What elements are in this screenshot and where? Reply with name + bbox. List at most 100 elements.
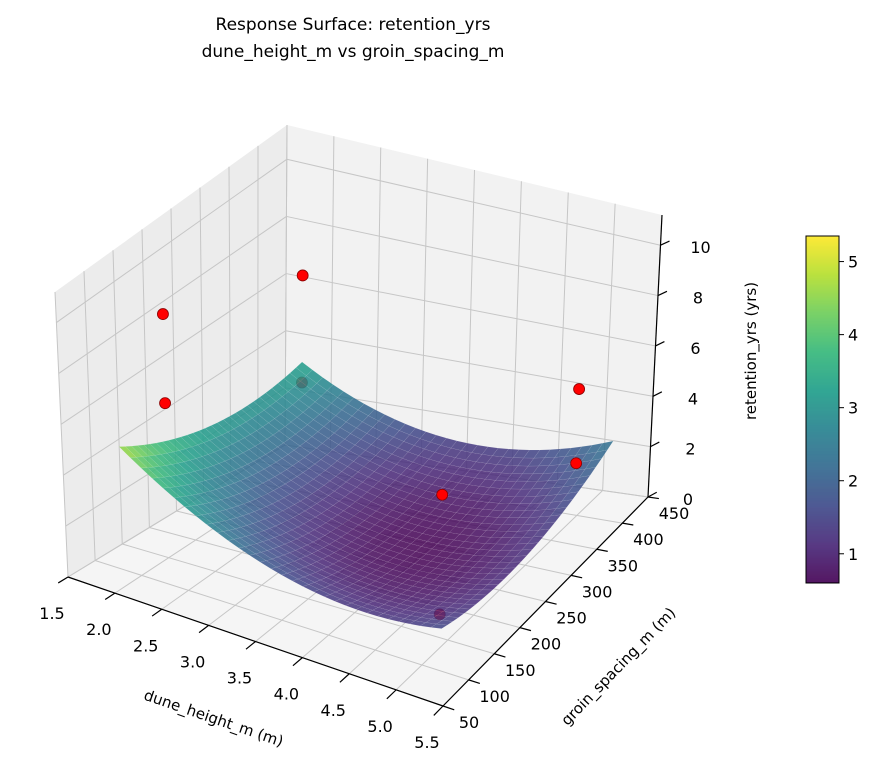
colorbar-segment <box>806 299 839 301</box>
colorbar-segment <box>806 565 839 567</box>
colorbar-segment <box>806 511 839 513</box>
colorbar-segment <box>806 451 839 453</box>
colorbar-segment <box>806 568 839 570</box>
colorbar-segment <box>806 351 839 353</box>
colorbar-segment <box>806 424 839 426</box>
colorbar-segment <box>806 489 839 491</box>
colorbar-segment <box>806 479 839 481</box>
colorbar-segment <box>806 391 839 393</box>
colorbar-segment <box>806 531 839 533</box>
colorbar-segment <box>806 546 839 548</box>
colorbar-segment <box>806 515 839 517</box>
colorbar-segment <box>806 499 839 501</box>
colorbar-segment <box>806 450 839 452</box>
colorbar-segment <box>806 523 839 525</box>
colorbar-segment <box>806 250 839 252</box>
colorbar-segment <box>806 239 839 241</box>
colorbar-segment <box>806 402 839 404</box>
colorbar-segment <box>806 449 839 451</box>
colorbar-segment <box>806 316 839 318</box>
colorbar-segment <box>806 395 839 397</box>
colorbar-segment <box>806 452 839 454</box>
colorbar-segment <box>806 543 839 545</box>
colorbar-segment <box>806 328 839 330</box>
colorbar-segment <box>806 403 839 405</box>
x-tick-label: 2.0 <box>86 620 111 639</box>
colorbar-segment <box>806 427 839 429</box>
colorbar-segment <box>806 255 839 257</box>
colorbar-segment <box>806 360 839 362</box>
surface-cell <box>532 528 551 538</box>
z-tick-label: 10 <box>690 238 710 257</box>
colorbar-segment <box>806 345 839 347</box>
colorbar-segment <box>806 295 839 297</box>
grid-line-z <box>286 158 661 246</box>
colorbar-segment <box>806 374 839 376</box>
colorbar-segment <box>806 405 839 407</box>
colorbar-segment <box>806 578 839 580</box>
colorbar-segment <box>806 240 839 242</box>
colorbar-segment <box>806 312 839 314</box>
colorbar-segment <box>806 349 839 351</box>
colorbar-segment <box>806 490 839 492</box>
chart-title-line1: Response Surface: retention_yrs <box>215 15 491 35</box>
colorbar-segment <box>806 398 839 400</box>
colorbar-segment <box>806 280 839 282</box>
colorbar-segment <box>806 455 839 457</box>
data-point <box>436 488 449 501</box>
colorbar-segment <box>806 503 839 505</box>
colorbar-segment <box>806 542 839 544</box>
colorbar-segment <box>806 355 839 357</box>
x-tick-label: 5.0 <box>367 717 392 736</box>
colorbar-segment <box>806 372 839 374</box>
colorbar-segment <box>806 302 839 304</box>
colorbar-segment <box>806 392 839 394</box>
y-tick <box>596 548 608 552</box>
chart-title: Response Surface: retention_yrs dune_hei… <box>0 12 706 66</box>
colorbar-segment <box>806 459 839 461</box>
colorbar-segment <box>806 285 839 287</box>
colorbar-segment <box>806 432 839 434</box>
colorbar-segment <box>806 389 839 391</box>
colorbar-segment <box>806 484 839 486</box>
colorbar-segment <box>806 367 839 369</box>
colorbar-segment <box>806 254 839 256</box>
colorbar-segment <box>806 406 839 408</box>
colorbar-segment <box>806 384 839 386</box>
colorbar-segment <box>806 435 839 437</box>
colorbar-segment <box>806 362 839 364</box>
surface-cell <box>572 475 591 486</box>
colorbar-segment <box>806 315 839 317</box>
z-tick-label: 6 <box>690 339 700 358</box>
colorbar-segment <box>806 532 839 534</box>
colorbar-segment <box>806 309 839 311</box>
colorbar-segment <box>806 566 839 568</box>
colorbar-segment <box>806 544 839 546</box>
y-tick-label: 200 <box>531 635 562 654</box>
colorbar-segment <box>806 323 839 325</box>
colorbar-segment <box>806 332 839 334</box>
colorbar-segment <box>806 446 839 448</box>
colorbar-segment <box>806 246 839 248</box>
colorbar-segment <box>806 466 839 468</box>
y-tick-label: 250 <box>556 609 587 628</box>
colorbar-segment <box>806 244 839 246</box>
colorbar-segment <box>806 241 839 243</box>
colorbar-segment <box>806 341 839 343</box>
colorbar-segment <box>806 330 839 332</box>
colorbar-segment <box>806 554 839 556</box>
colorbar-segment <box>806 371 839 373</box>
colorbar-segment <box>806 426 839 428</box>
colorbar-segment <box>806 400 839 402</box>
colorbar-segment <box>806 267 839 269</box>
y-tick <box>545 600 557 605</box>
colorbar-segment <box>806 342 839 344</box>
colorbar-segment <box>806 331 839 333</box>
colorbar-segment <box>806 533 839 535</box>
colorbar-segment <box>806 576 839 578</box>
x-tick-label: 4.5 <box>321 701 346 720</box>
colorbar-segment <box>806 547 839 549</box>
colorbar-segment <box>806 517 839 519</box>
grid-line-y <box>122 543 495 655</box>
colorbar-segment <box>806 373 839 375</box>
